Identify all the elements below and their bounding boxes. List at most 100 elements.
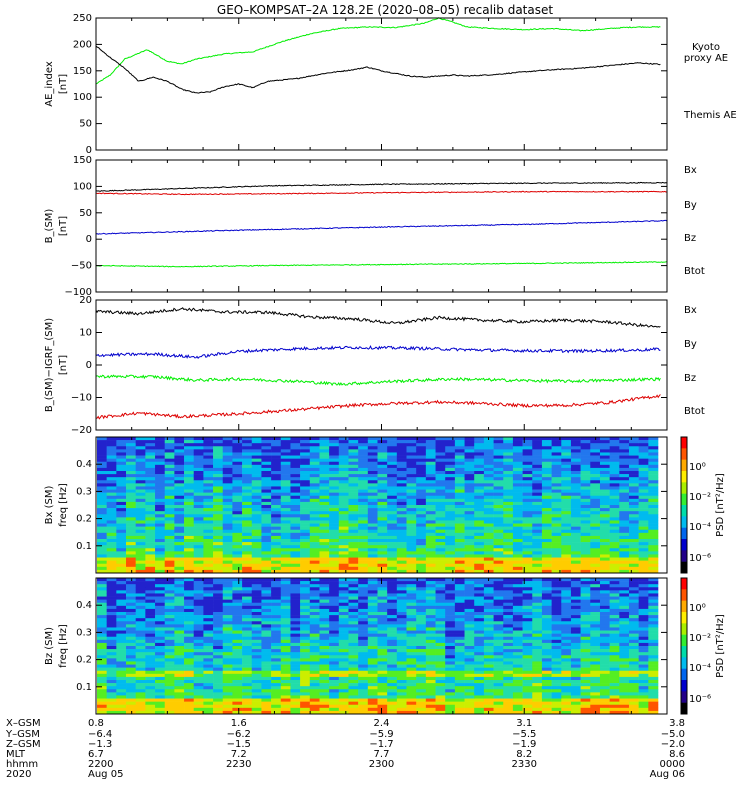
spectrogram-cell xyxy=(599,517,610,521)
spectrogram-cell xyxy=(164,639,175,644)
spectrogram-cell xyxy=(503,520,514,524)
spectrogram-cell xyxy=(599,508,610,512)
spectrogram-cell xyxy=(406,471,417,475)
spectrogram-cell xyxy=(561,710,572,715)
spectrogram-cell xyxy=(483,704,494,709)
spectrogram-cell xyxy=(435,605,446,610)
spectrogram-cell xyxy=(493,612,504,616)
spectrogram-cell xyxy=(106,658,117,662)
spectrogram-cell xyxy=(464,605,475,610)
spectrogram-cell xyxy=(164,554,175,558)
spectrogram-cell xyxy=(145,605,156,610)
spectrogram-cell xyxy=(387,514,398,518)
spectrogram-cell xyxy=(648,477,659,481)
spectrogram-cell xyxy=(329,621,340,625)
spectrogram-cell xyxy=(638,511,649,515)
spectrogram-cell xyxy=(348,639,359,644)
spectrogram-cell xyxy=(406,695,417,699)
spectrogram-cell xyxy=(164,480,175,484)
spectrogram-cell xyxy=(271,667,282,672)
spectrogram-cell xyxy=(522,695,533,699)
spectrogram-cell xyxy=(184,483,195,487)
spectrogram-cell xyxy=(135,596,146,600)
spectrogram-cell xyxy=(483,480,494,484)
spectrogram-cell xyxy=(280,495,291,500)
spectrogram-cell xyxy=(155,535,165,540)
spectrogram-cell xyxy=(116,455,127,459)
spectrogram-cell xyxy=(193,680,204,684)
spectrogram-cell xyxy=(503,689,514,693)
spectrogram-cell xyxy=(213,581,224,585)
spectrogram-cell xyxy=(377,667,388,672)
spectrogram-cell xyxy=(116,508,127,512)
spectrogram-cell xyxy=(222,545,233,549)
spectrogram-cell xyxy=(145,698,156,702)
spectrogram-cell xyxy=(193,461,204,466)
spectrogram-cell xyxy=(213,602,224,607)
spectrogram-cell xyxy=(445,514,456,518)
spectrogram-cell xyxy=(590,548,601,552)
spectrogram-cell xyxy=(532,664,543,668)
spectrogram-cell xyxy=(493,498,504,503)
spectrogram-cell xyxy=(503,449,514,453)
spectrogram-cell xyxy=(193,467,204,472)
spectrogram-cell xyxy=(541,664,552,668)
spectrogram-cell xyxy=(126,467,136,472)
spectrogram-cell xyxy=(203,578,214,582)
spectrogram-cell xyxy=(406,489,417,493)
spectrogram-cell xyxy=(309,551,320,555)
spectrogram-cell xyxy=(377,587,388,591)
spectrogram-cell xyxy=(126,511,136,515)
spectrogram-cell xyxy=(619,440,630,444)
spectrogram-cell xyxy=(97,593,107,597)
spectrogram-cell xyxy=(532,621,543,625)
spectrogram-cell xyxy=(222,621,233,625)
spectrogram-cell xyxy=(280,483,291,487)
spectrogram-cell xyxy=(232,535,243,540)
spectrogram-cell xyxy=(280,646,291,650)
spectrogram-cell xyxy=(97,452,107,456)
spectrogram-cell xyxy=(377,495,388,500)
spectrogram-cell xyxy=(532,584,543,588)
spectrogram-cell xyxy=(145,566,156,571)
spectrogram-cell xyxy=(271,658,282,662)
spectrogram-cell xyxy=(203,649,214,653)
spectrogram-cell xyxy=(503,596,514,600)
spectrogram-cell xyxy=(551,569,562,574)
spectrogram-cell xyxy=(532,501,543,506)
spectrogram-cell xyxy=(280,443,291,447)
spectrogram-cell xyxy=(261,501,272,506)
spectrogram-cell xyxy=(290,560,301,565)
spectrogram-cell xyxy=(377,560,388,565)
spectrogram-cell xyxy=(300,452,311,456)
spectrogram-cell xyxy=(319,605,330,610)
spectrogram-cell xyxy=(97,557,107,561)
spectrogram-cell xyxy=(570,602,581,607)
spectrogram-cell xyxy=(454,652,465,656)
spectrogram-cell xyxy=(97,477,107,481)
spectrogram-cell xyxy=(280,624,291,628)
spectrogram-cell xyxy=(628,495,639,500)
spectrogram-cell xyxy=(222,461,233,466)
spectrogram-cell xyxy=(97,446,107,450)
spectrogram-cell xyxy=(242,636,253,641)
spectrogram-cell xyxy=(309,560,320,565)
spectrogram-cell xyxy=(164,642,175,647)
spectrogram-cell xyxy=(493,670,504,675)
spectrogram-cell xyxy=(532,612,543,616)
spectrogram-cell xyxy=(271,627,282,631)
spectrogram-cell xyxy=(445,658,456,662)
spectrogram-cell xyxy=(184,542,195,546)
spectrogram-cell xyxy=(184,664,195,668)
spectrogram-cell xyxy=(551,605,562,610)
spectrogram-cell xyxy=(628,566,639,571)
spectrogram-cell xyxy=(174,523,185,527)
spectrogram-cell xyxy=(512,539,523,543)
spectrogram-cell xyxy=(222,646,233,650)
spectrogram-cell xyxy=(116,581,127,585)
spectrogram-cell xyxy=(532,692,543,696)
spectrogram-cell xyxy=(638,514,649,518)
spectrogram-cell xyxy=(638,557,649,561)
yunit: [nT] xyxy=(58,216,69,236)
spectrogram-cell xyxy=(367,615,378,619)
